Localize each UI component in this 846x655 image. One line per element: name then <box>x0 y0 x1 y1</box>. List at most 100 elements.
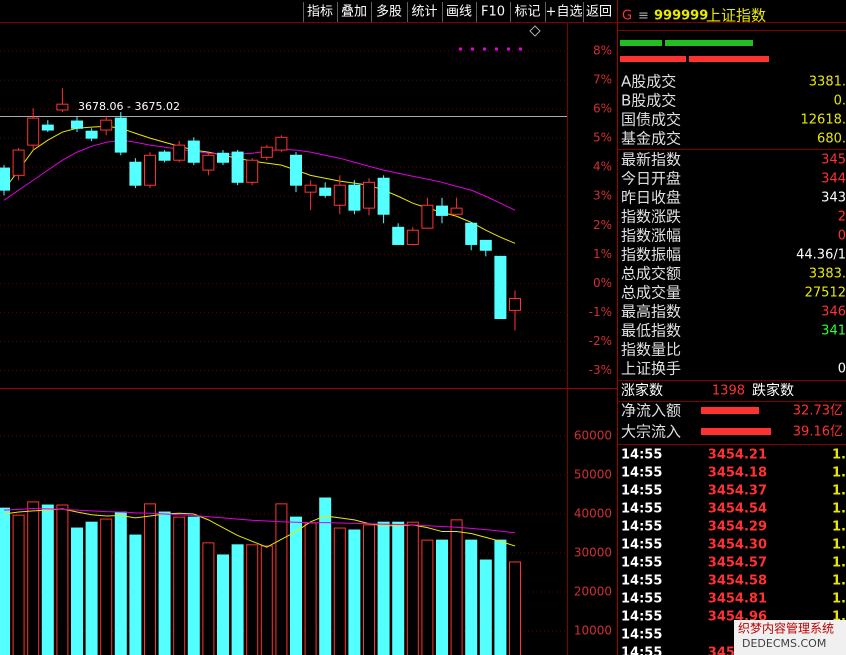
tick-volume: 1.4 <box>832 484 846 499</box>
up-count: 1398 <box>712 384 745 399</box>
volume-bar <box>85 521 98 655</box>
candle-body <box>319 187 332 196</box>
volume-bar <box>319 497 332 655</box>
annotation: 3678.06 - 3675.02 <box>78 100 180 113</box>
candle-body <box>348 184 361 211</box>
candle-body <box>465 222 478 245</box>
tick-price: 3454.58 <box>708 574 767 589</box>
flow-label: 净流入额 <box>621 402 681 420</box>
y-tick-label: -1% <box>589 305 612 319</box>
candle-body <box>144 154 156 186</box>
down-label: 跌家数 <box>752 382 794 399</box>
y-tick-label: 40000 <box>574 507 612 521</box>
quote-label: 指数振幅 <box>621 246 681 264</box>
volume-bar <box>377 521 390 655</box>
quote-label: 指数涨幅 <box>621 227 681 245</box>
toolbar-button[interactable]: +自选 <box>546 5 583 20</box>
y-tick-label: 1% <box>593 247 612 261</box>
volume-bar <box>333 527 346 655</box>
quote-label: 最新指数 <box>621 151 681 169</box>
candle-body <box>231 151 244 183</box>
tick-price: 3454.37 <box>708 484 767 499</box>
candle-body <box>217 152 229 163</box>
candle-body <box>71 120 83 129</box>
quote-name: 上证指数 <box>706 7 766 25</box>
quote-label: 上证换手 <box>621 360 681 378</box>
quote-value: 0 <box>838 362 846 377</box>
candle-body <box>260 146 273 158</box>
candle-body <box>100 119 113 131</box>
quote-value: 44.36/1 <box>796 248 846 263</box>
candle-body <box>406 229 419 245</box>
flow-bar <box>701 428 771 435</box>
quote-label: 昨日收盘 <box>621 189 681 207</box>
volume-bar <box>114 511 127 655</box>
candle-body <box>494 255 507 319</box>
quote-label: 国债成交 <box>621 111 681 129</box>
quote-label: 最高指数 <box>621 303 681 321</box>
tick-time: 14:55 <box>621 628 662 643</box>
tick-time: 14:55 <box>621 610 662 625</box>
toolbar-button[interactable]: 标记 <box>514 5 540 20</box>
quote-label: 基金成交 <box>621 130 681 148</box>
volume-bar <box>217 554 229 655</box>
quote-value: 345 <box>821 153 846 168</box>
y-tick-label: 20000 <box>574 585 612 599</box>
tick-volume: 1.3 <box>832 502 846 517</box>
y-tick-label: 0% <box>593 276 612 290</box>
volume-bar <box>27 501 40 655</box>
tick-time: 14:55 <box>621 502 662 517</box>
toolbar-button[interactable]: 叠加 <box>341 5 367 20</box>
candle-body <box>41 124 54 131</box>
flow-value: 39.16亿 <box>793 425 843 440</box>
y-tick-label: -2% <box>589 334 612 348</box>
volume-bar <box>100 518 113 655</box>
bar-green <box>620 40 662 46</box>
tick-price: 3454.54 <box>708 502 767 517</box>
quote-code: 999999 <box>654 9 708 24</box>
toolbar-button[interactable]: F10 <box>481 5 505 20</box>
quote-label: 最低指数 <box>621 322 681 340</box>
quote-label: B股成交 <box>621 92 676 110</box>
quote-value: 341 <box>821 324 846 339</box>
tick-price: 3454.81 <box>708 592 767 607</box>
tick-time: 14:55 <box>621 556 662 571</box>
up-label: 涨家数 <box>621 382 663 399</box>
tick-price: 3454.30 <box>708 538 767 553</box>
y-tick-label: 2% <box>593 218 612 232</box>
candle-body <box>363 181 375 209</box>
candle-body <box>158 151 171 161</box>
flow-label: 大宗流入 <box>621 423 681 441</box>
candle-body <box>85 130 98 139</box>
volume-bar <box>479 559 492 655</box>
candle-body <box>275 136 288 151</box>
candle-body <box>187 140 200 163</box>
volume-ma-line <box>3 508 516 534</box>
toolbar-button[interactable]: 返回 <box>586 5 612 20</box>
quote-label: A股成交 <box>621 73 676 91</box>
volume-bar <box>173 516 186 655</box>
toolbar-button[interactable]: 多股 <box>376 4 402 20</box>
toolbar-button[interactable]: 画线 <box>446 5 472 20</box>
y-tick-label: 8% <box>593 44 612 58</box>
y-tick-label: 7% <box>593 73 612 87</box>
flow-bar <box>701 407 759 414</box>
tick-time: 14:55 <box>621 448 662 463</box>
toolbar-button[interactable]: 统计 <box>411 5 437 20</box>
y-tick-label: 3% <box>593 189 612 203</box>
volume-bar <box>509 561 521 655</box>
candle-body <box>173 144 186 161</box>
tick-time: 14:55 <box>621 646 662 655</box>
quote-label: 指数涨跌 <box>621 208 681 226</box>
quote-value: 346 <box>821 305 846 320</box>
quote-value: 343 <box>821 191 846 206</box>
tick-price: 3454.21 <box>708 448 767 463</box>
volume-bar <box>406 521 419 655</box>
tick-time: 14:55 <box>621 574 662 589</box>
toolbar-button[interactable]: 指标 <box>307 5 333 20</box>
quote-menu[interactable]: ≡ <box>638 9 649 24</box>
tick-volume: 1.9 <box>832 466 846 481</box>
volume-bar <box>465 539 478 655</box>
volume-bar <box>363 524 375 655</box>
y-tick-label: 5% <box>593 131 612 145</box>
